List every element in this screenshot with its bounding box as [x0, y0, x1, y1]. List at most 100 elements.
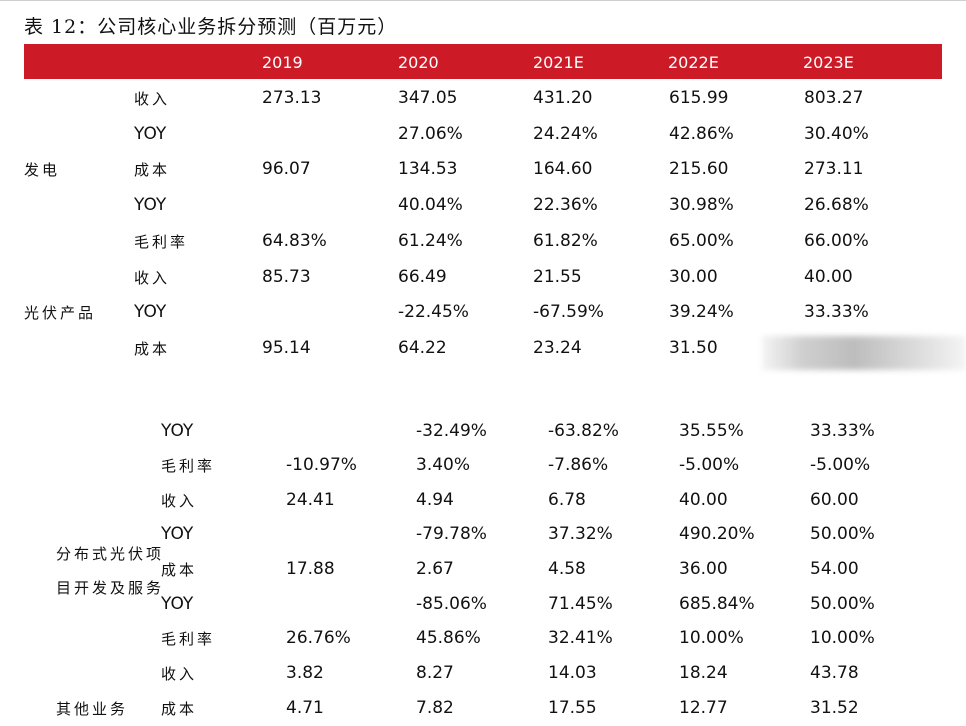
table-cell: 65.00% — [669, 231, 734, 251]
table-cell: 95.14 — [262, 338, 311, 358]
table-cell: 215.60 — [669, 159, 729, 179]
group-label-other: 其他业务 — [56, 700, 129, 718]
table-cell: 8.27 — [416, 663, 454, 683]
table-cell: 39.24% — [669, 302, 734, 322]
table-cell: -5.00% — [810, 455, 871, 475]
table-cell: 2.67 — [416, 559, 454, 579]
table-cell: 12.77 — [679, 698, 728, 718]
table-cell: 24.41 — [286, 490, 335, 510]
blurred-redaction — [762, 336, 966, 370]
table-cell: 6.78 — [548, 490, 586, 510]
header-2023e: 2023E — [803, 53, 854, 72]
row-label: YOY — [161, 594, 194, 614]
table-cell: 27.06% — [398, 124, 463, 144]
table-cell: 66.49 — [398, 267, 447, 287]
table-cell: 37.32% — [548, 524, 613, 544]
table-cell: 50.00% — [810, 594, 875, 614]
group-label-distributed-pv-1: 分布式光伏项 — [56, 545, 165, 563]
table-cell: 96.07 — [262, 159, 311, 179]
row-label: 收入 — [161, 492, 198, 510]
table-cell: 64.83% — [262, 231, 327, 251]
table-cell: -7.86% — [548, 455, 609, 475]
table-cell: 45.86% — [416, 628, 481, 648]
table-cell: 18.24 — [679, 663, 728, 683]
table-cell: 10.00% — [679, 628, 744, 648]
table-cell: 273.13 — [262, 88, 322, 108]
row-label: 成本 — [134, 340, 171, 358]
row-label: 毛利率 — [161, 457, 216, 475]
table-cell: 17.88 — [286, 559, 335, 579]
table-cell: 134.53 — [398, 159, 458, 179]
table-cell: 17.55 — [548, 698, 597, 718]
top-border — [0, 0, 966, 1]
table-cell: 273.11 — [804, 159, 864, 179]
group-label-pv-products: 光伏产品 — [24, 304, 97, 322]
table-cell: 26.76% — [286, 628, 351, 648]
table-cell: 10.00% — [810, 628, 875, 648]
table-cell: 685.84% — [679, 594, 755, 614]
table-cell: 60.00 — [810, 490, 859, 510]
table-cell: -32.49% — [416, 421, 487, 441]
table-cell: 64.22 — [398, 338, 447, 358]
row-label: 毛利率 — [134, 233, 189, 251]
table-cell: 7.82 — [416, 698, 454, 718]
table-cell: 42.86% — [669, 124, 734, 144]
table-cell: -10.97% — [286, 455, 357, 475]
row-label: 收入 — [134, 269, 171, 287]
table-cell: 33.33% — [804, 302, 869, 322]
row-label: 收入 — [161, 665, 198, 683]
table-cell: 431.20 — [533, 88, 593, 108]
table-cell: 66.00% — [804, 231, 869, 251]
table-cell: 30.00 — [669, 267, 718, 287]
table-cell: -85.06% — [416, 594, 487, 614]
row-label: YOY — [134, 302, 167, 322]
table-cell: 35.55% — [679, 421, 744, 441]
row-label: YOY — [134, 124, 167, 144]
row-label: 成本 — [161, 700, 198, 718]
table-cell: 36.00 — [679, 559, 728, 579]
table-cell: 22.36% — [533, 195, 598, 215]
header-2020: 2020 — [398, 53, 439, 72]
row-label: 成本 — [134, 161, 171, 179]
table-cell: -5.00% — [679, 455, 740, 475]
table-cell: 30.98% — [669, 195, 734, 215]
row-label: YOY — [161, 421, 194, 441]
table-title: 表 12：公司核心业务拆分预测（百万元） — [24, 16, 398, 38]
table-cell: 32.41% — [548, 628, 613, 648]
table-cell: 71.45% — [548, 594, 613, 614]
table-header: 2019 2020 2021E 2022E 2023E — [24, 44, 942, 79]
table-cell: 21.55 — [533, 267, 582, 287]
table-cell: 40.04% — [398, 195, 463, 215]
table-cell: 490.20% — [679, 524, 755, 544]
row-label: 收入 — [134, 90, 171, 108]
table-cell: -79.78% — [416, 524, 487, 544]
header-2021e: 2021E — [533, 53, 584, 72]
table-cell: 43.78 — [810, 663, 859, 683]
table-cell: 3.82 — [286, 663, 324, 683]
row-label: YOY — [134, 195, 167, 215]
group-label-power: 发电 — [24, 161, 61, 179]
row-label: 成本 — [161, 561, 198, 579]
table-cell: 4.71 — [286, 698, 324, 718]
table-cell: 30.40% — [804, 124, 869, 144]
table-cell: 54.00 — [810, 559, 859, 579]
table-cell: 4.58 — [548, 559, 586, 579]
table-cell: 347.05 — [398, 88, 458, 108]
table-cell: 33.33% — [810, 421, 875, 441]
table-cell: 26.68% — [804, 195, 869, 215]
table-cell: 164.60 — [533, 159, 593, 179]
table-cell: 31.50 — [669, 338, 718, 358]
table-cell: 3.40% — [416, 455, 471, 475]
header-2019: 2019 — [262, 53, 303, 72]
table-cell: 61.24% — [398, 231, 463, 251]
header-2022e: 2022E — [668, 53, 719, 72]
table-cell: 24.24% — [533, 124, 598, 144]
table-cell: 803.27 — [804, 88, 864, 108]
table-cell: -67.59% — [533, 302, 604, 322]
group-label-distributed-pv-2: 目开发及服务 — [56, 579, 165, 597]
table-cell: 50.00% — [810, 524, 875, 544]
table-cell: 40.00 — [679, 490, 728, 510]
table-cell: 4.94 — [416, 490, 454, 510]
table-cell: 40.00 — [804, 267, 853, 287]
table-cell: 61.82% — [533, 231, 598, 251]
